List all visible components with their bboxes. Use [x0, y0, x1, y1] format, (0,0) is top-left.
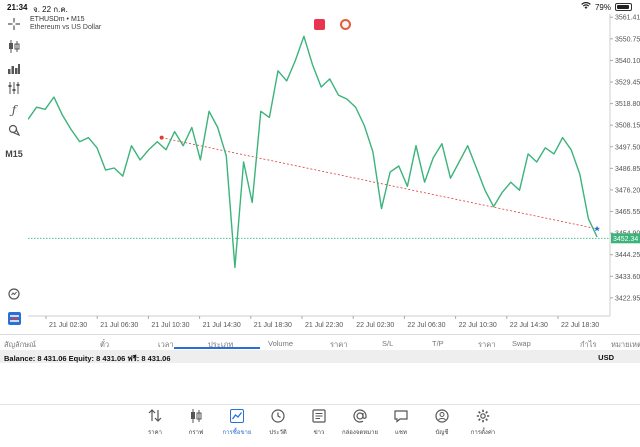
- chart-description: Ethereum vs US Dollar: [30, 24, 102, 31]
- nav-item-history[interactable]: ประวัติ: [258, 409, 298, 437]
- column-header[interactable]: Volume: [268, 339, 294, 348]
- chart-toolbar: ƒ M15: [0, 14, 28, 334]
- status-bar: 21:34 จ. 22 ก.ค. 79%: [0, 0, 640, 14]
- column-header[interactable]: S/L: [382, 339, 394, 348]
- x-tick-label: 21 Jul 02:30: [49, 322, 87, 329]
- chart-svg: 3561.41 3550.75 3540.10 3529.45 3518.80 3508.…: [27, 14, 640, 329]
- mailbox-icon: [353, 409, 367, 423]
- y-tick-label: 3486.85: [615, 166, 640, 173]
- sliders-icon[interactable]: [5, 80, 23, 96]
- column-header[interactable]: ประเภท: [208, 340, 234, 349]
- y-tick-label: 3465.55: [615, 209, 640, 216]
- column-header[interactable]: ราคา: [330, 340, 348, 349]
- crosshair-icon[interactable]: [5, 16, 23, 32]
- battery-icon: [615, 3, 632, 11]
- ethereum-flag-icon: [314, 19, 325, 30]
- y-tick-label: 3433.60: [615, 274, 640, 281]
- chart-icon: [189, 409, 203, 423]
- nav-item-label: แชท: [395, 430, 407, 436]
- current-price-box: [611, 233, 640, 244]
- trendline-end-point: [594, 225, 601, 232]
- y-tick-label: 3497.50: [615, 144, 640, 151]
- timeframe-label[interactable]: M15: [5, 149, 23, 159]
- x-tick-label: 22 Jul 14:30: [510, 322, 548, 329]
- news-icon: [312, 409, 326, 423]
- x-tick-label: 21 Jul 10:30: [151, 322, 189, 329]
- nav-item-account[interactable]: บัญชี: [422, 409, 462, 437]
- price-chart[interactable]: 3561.41 3550.75 3540.10 3529.45 3518.80 3508.…: [27, 14, 640, 330]
- objects-icon[interactable]: [5, 122, 23, 138]
- nav-item-label: การซื้อขาย: [222, 430, 252, 436]
- current-price-label: 3452.34: [613, 236, 638, 243]
- x-tick-label: 21 Jul 06:30: [100, 322, 138, 329]
- x-tick-label: 22 Jul 02:30: [356, 322, 394, 329]
- trade-logo-icon[interactable]: [5, 310, 23, 326]
- wifi-icon: [581, 2, 591, 12]
- column-header[interactable]: ราคา: [478, 340, 496, 349]
- column-header[interactable]: ตั๋ว: [100, 340, 110, 349]
- status-time: 21:34: [7, 3, 28, 12]
- chat-icon: [394, 409, 408, 423]
- nav-item-settings[interactable]: การตั้งค่า: [463, 409, 503, 437]
- candlestick-icon[interactable]: [5, 38, 23, 54]
- nav-item-chart[interactable]: กราฟ: [176, 409, 216, 437]
- account-icon: [435, 409, 449, 423]
- y-tick-label: 3476.20: [615, 187, 640, 194]
- y-tick-label: 3529.45: [615, 80, 640, 87]
- y-tick-label: 3540.10: [615, 58, 640, 65]
- nav-item-label: บัญชี: [435, 430, 449, 436]
- x-tick-label: 22 Jul 06:30: [407, 322, 445, 329]
- history-icon: [271, 409, 285, 423]
- y-tick-label: 3422.95: [615, 295, 640, 302]
- nav-item-news[interactable]: ข่าว: [299, 409, 339, 437]
- column-header[interactable]: สัญลักษณ์: [4, 340, 37, 349]
- active-column-indicator: [174, 347, 260, 349]
- nav-item-label: ราคา: [148, 430, 162, 436]
- x-tick-label: 22 Jul 10:30: [459, 322, 497, 329]
- price-line-series: [27, 35, 598, 269]
- trade-icon: [230, 409, 244, 423]
- nav-item-mailbox[interactable]: กล่องจดหมาย: [340, 409, 380, 437]
- balance-bar: Balance: 8 431.06 Equity: 8 431.06 ฟรี: …: [0, 350, 640, 363]
- function-icon[interactable]: ƒ: [11, 103, 17, 117]
- battery-percent: 79%: [594, 2, 611, 12]
- x-tick-label: 22 Jul 18:30: [561, 322, 599, 329]
- x-tick-label: 21 Jul 22:30: [305, 322, 343, 329]
- chart-symbol: ETHUSDm • M15: [30, 16, 85, 23]
- trendline: [161, 137, 598, 230]
- nav-item-quotes[interactable]: ราคา: [135, 409, 175, 437]
- y-tick-label: 3444.25: [615, 252, 640, 259]
- x-tick-label: 21 Jul 14:30: [203, 322, 241, 329]
- x-tick-label: 21 Jul 18:30: [254, 322, 292, 329]
- nav-item-label: ประวัติ: [269, 430, 287, 436]
- usd-flag-icon: [340, 19, 351, 30]
- status-date: จ. 22 ก.ค.: [33, 5, 68, 14]
- trendline-start-point: [159, 135, 164, 140]
- column-header[interactable]: Swap: [512, 339, 531, 348]
- nav-item-label: ข่าว: [313, 430, 325, 436]
- column-header[interactable]: เวลา: [158, 340, 174, 349]
- status-right: 79%: [581, 2, 632, 12]
- y-tick-label: 3550.75: [615, 36, 640, 43]
- nav-item-label: กล่องจดหมาย: [341, 430, 379, 436]
- settings-icon: [476, 409, 490, 423]
- zoom-icon[interactable]: [5, 286, 23, 302]
- nav-item-label: การตั้งค่า: [470, 430, 496, 436]
- balance-text: Balance: 8 431.06 Equity: 8 431.06 ฟรี: …: [4, 354, 171, 363]
- nav-item-trade[interactable]: การซื้อขาย: [217, 409, 257, 437]
- nav-item-label: กราฟ: [188, 430, 204, 436]
- column-header[interactable]: กำไร: [580, 340, 597, 349]
- bar-chart-icon[interactable]: [5, 60, 23, 76]
- y-tick-label: 3508.15: [615, 123, 640, 130]
- y-tick-label: 3518.80: [615, 101, 640, 108]
- positions-header: สัญลักษณ์ ตั๋ว เวลา ประเภท Volume ราคา S/L T/P ร…: [0, 334, 640, 350]
- currency-label: USD: [598, 353, 614, 362]
- column-header[interactable]: T/P: [432, 339, 444, 348]
- quotes-icon: [148, 409, 162, 423]
- bottom-navigation: ราคา กราฟ การซื้อขาย ประวัติ ข่าว กล่องจดหมาย…: [0, 404, 640, 447]
- y-tick-label: 3561.41: [615, 15, 640, 22]
- column-header[interactable]: หมายเหตุ: [611, 340, 640, 349]
- nav-item-chat[interactable]: แชท: [381, 409, 421, 437]
